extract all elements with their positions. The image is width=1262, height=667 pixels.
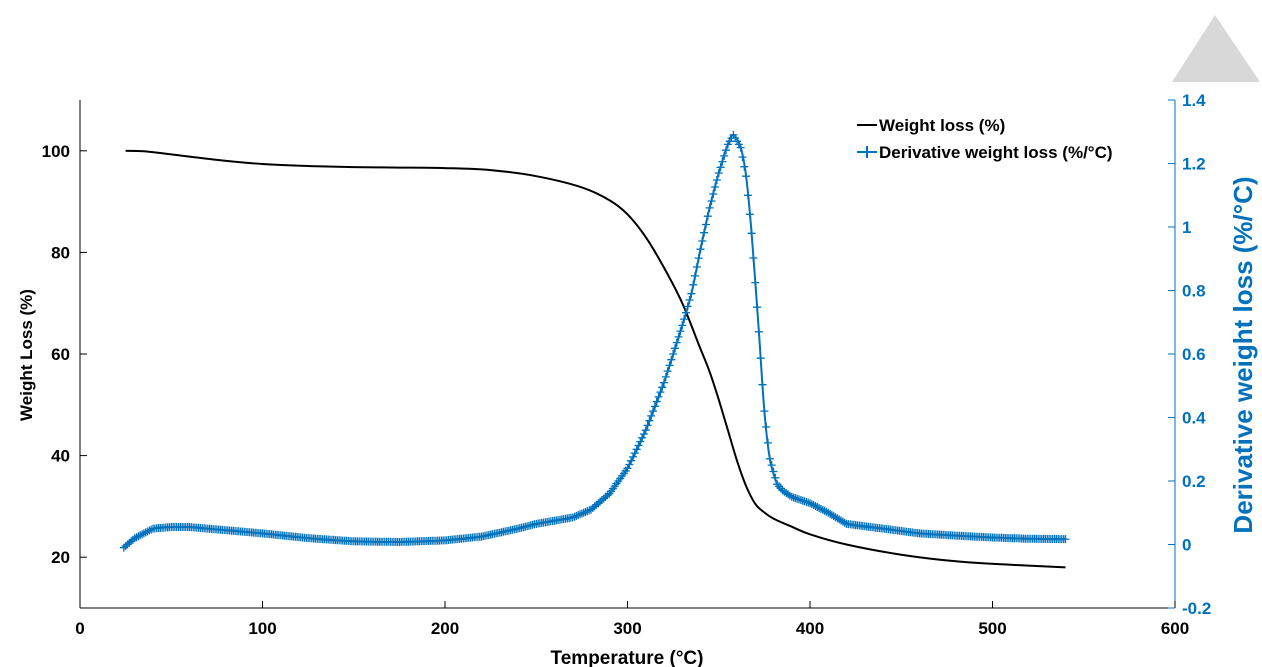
x-tick-label: 100 (248, 619, 276, 638)
y2-tick-label: 0.4 (1182, 409, 1206, 428)
y2-axis-title: Derivative weight loss (%/°C) (1228, 176, 1258, 533)
y2-tick-label: 1.4 (1182, 91, 1206, 110)
y2-tick-label: -0.2 (1182, 599, 1211, 618)
y-tick-label: 80 (51, 243, 70, 262)
y-tick-label: 100 (42, 142, 70, 161)
y2-tick-label: 0.8 (1182, 282, 1206, 301)
x-tick-label: 600 (1161, 619, 1189, 638)
corner-watermark (1172, 15, 1260, 82)
y2-tick-label: 0 (1182, 536, 1191, 555)
derivative-weight-loss-line (123, 133, 1066, 549)
derivative-markers (119, 130, 1070, 552)
x-tick-label: 400 (796, 619, 824, 638)
x-tick-label: 300 (613, 619, 641, 638)
y2-tick-label: 1 (1182, 218, 1191, 237)
legend-weight-label: Weight loss (%) (879, 116, 1005, 135)
legend-derivative-marker (861, 146, 873, 158)
x-ticks: 0 100 200 300 400 500 600 (75, 601, 1189, 638)
legend: Weight loss (%) Derivative weight loss (… (857, 116, 1113, 162)
derivative-plus-markers (119, 130, 1070, 552)
y-tick-label: 20 (51, 548, 70, 567)
y-tick-label: 40 (51, 447, 70, 466)
x-tick-label: 500 (978, 619, 1006, 638)
x-tick-label: 0 (75, 619, 84, 638)
x-axis-title: Temperature (°C) (551, 648, 704, 667)
y2-tick-label: 0.6 (1182, 345, 1206, 364)
legend-derivative-label: Derivative weight loss (%/°C) (879, 143, 1113, 162)
weight-loss-line (125, 149, 1066, 569)
x-tick-label: 200 (431, 619, 459, 638)
y2-ticks: -0.2 0 0.2 0.4 0.6 0.8 1 1.2 1.4 (1168, 91, 1211, 618)
y-axis-title: Weight Loss (%) (17, 289, 36, 421)
y2-tick-label: 1.2 (1182, 155, 1206, 174)
y-tick-label: 60 (51, 345, 70, 364)
y2-tick-label: 0.2 (1182, 472, 1206, 491)
y-ticks: 20 40 60 80 100 (42, 142, 87, 567)
